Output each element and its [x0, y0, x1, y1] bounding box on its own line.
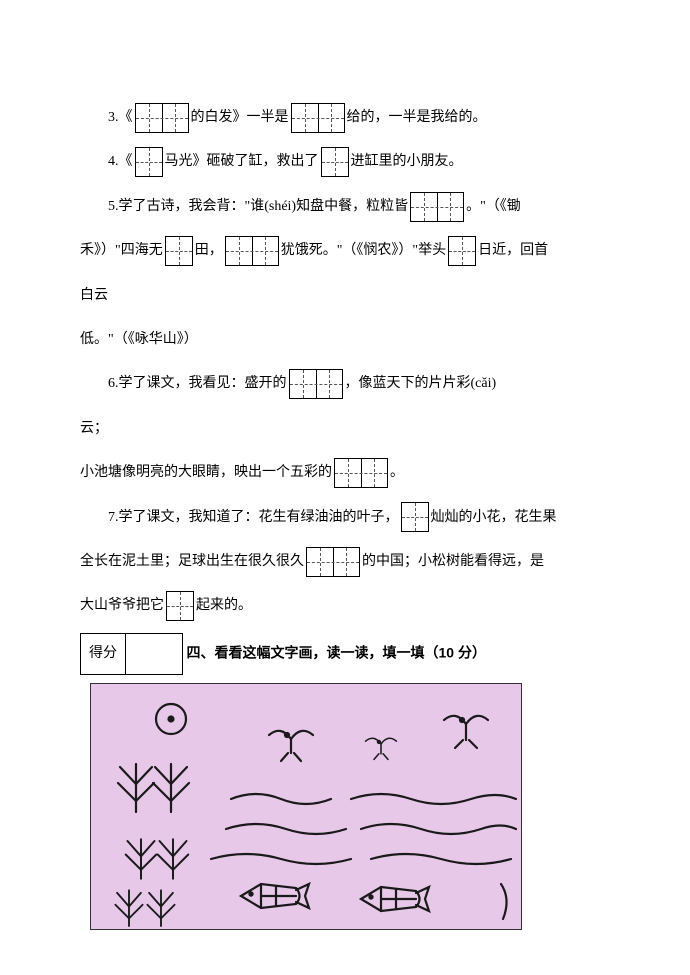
fill-box[interactable] — [135, 147, 163, 177]
q3-pre: 3.《 — [108, 110, 133, 125]
score-fill[interactable] — [126, 653, 182, 657]
fill-box[interactable] — [225, 236, 279, 266]
q7-mid1: 灿灿的小花，花生果 — [431, 510, 557, 525]
question-7-line2: 全长在泥土里；足球出生在很久很久 的中国；小松树能看得远，是 — [80, 544, 630, 580]
fill-box[interactable] — [334, 458, 388, 488]
q5-pre: 5.学了古诗，我会背："谁(shéi)知盘中餐，粒粒皆 — [108, 199, 408, 214]
q5-l2b: 田， — [195, 243, 223, 258]
q3-mid2: 给的，一半是我给的。 — [347, 110, 487, 125]
q7-l3a: 大山爷爷把它 — [80, 598, 164, 613]
fill-box[interactable] — [166, 591, 194, 621]
q6-mid1: ，像蓝天下的片片彩(cǎi) — [345, 376, 497, 391]
q5-l2d: 日近，回首 — [478, 243, 548, 258]
fill-box[interactable] — [291, 103, 345, 133]
fill-box[interactable] — [135, 103, 189, 133]
question-7-line3: 大山爷爷把它 起来的。 — [80, 588, 630, 624]
q5-l3a: 白云 — [80, 288, 108, 303]
section-4-header: 得分 四、看看这幅文字画，读一读，填一填（10 分） — [80, 633, 630, 675]
q7-l2a: 全长在泥土里；足球出生在很久很久 — [80, 554, 304, 569]
question-6-line1: 6.学了课文，我看见：盛开的 ，像蓝天下的片片彩(cǎi) — [80, 366, 630, 402]
score-box[interactable]: 得分 — [80, 633, 183, 675]
question-4: 4.《 马光》砸破了缸，救出了 进缸里的小朋友。 — [80, 144, 630, 180]
q6-l2a: 小池塘像明亮的大眼睛，映出一个五彩的 — [80, 465, 332, 480]
question-7-line1: 7.学了课文，我知道了：花生有绿油油的叶子， 灿灿的小花，花生果 — [80, 500, 630, 536]
fill-box[interactable] — [165, 236, 193, 266]
fill-box[interactable] — [306, 547, 360, 577]
q6-l2b: 。 — [390, 465, 404, 480]
fill-box[interactable] — [401, 502, 429, 532]
question-5-line2: 禾》）"四海无 田， 犹饿死。"（《悯农》）"举头 日近，回首 — [80, 233, 630, 269]
fill-box[interactable] — [448, 236, 476, 266]
q7-l2b: 的中国；小松树能看得远，是 — [362, 554, 544, 569]
q5-l2a: 禾》）"四海无 — [80, 243, 163, 258]
question-3: 3.《 的白发》一半是 给的，一半是我给的。 — [80, 100, 630, 136]
q7-l3b: 起来的。 — [196, 598, 252, 613]
question-5-line3b: 低。"（《咏华山》） — [80, 322, 630, 358]
q4-pre: 4.《 — [108, 154, 133, 169]
score-label: 得分 — [81, 634, 126, 674]
q4-mid2: 进缸里的小朋友。 — [351, 154, 463, 169]
section-4-title: 四、看看这幅文字画，读一读，填一填（10 分） — [187, 644, 486, 660]
q6-pre: 6.学了课文，我看见：盛开的 — [108, 376, 287, 391]
fill-box[interactable] — [289, 369, 343, 399]
q5-end1: 。"（《锄 — [466, 199, 521, 214]
pictograph-svg — [91, 684, 521, 929]
fill-box[interactable] — [321, 147, 349, 177]
question-5-line1: 5.学了古诗，我会背："谁(shéi)知盘中餐，粒粒皆 。"（《锄 — [80, 189, 630, 225]
question-6-line1b: 云； — [80, 411, 630, 447]
pictograph-image — [90, 683, 522, 930]
q5-l2c: 犹饿死。"（《悯农》）"举头 — [281, 243, 446, 258]
q7-pre: 7.学了课文，我知道了：花生有绿油油的叶子， — [108, 510, 399, 525]
exam-page: 3.《 的白发》一半是 给的，一半是我给的。 4.《 马光》砸破了缸，救出了 进缸里的小… — [0, 0, 690, 970]
q3-mid1: 的白发》一半是 — [191, 110, 289, 125]
question-5-line3a: 白云 — [80, 278, 630, 314]
question-6-line2: 小池塘像明亮的大眼睛，映出一个五彩的 。 — [80, 455, 630, 491]
fill-box[interactable] — [410, 192, 464, 222]
q4-mid1: 马光》砸破了缸，救出了 — [165, 154, 319, 169]
q6-end1: 云； — [80, 421, 108, 436]
q5-l3b: 低。"（《咏华山》） — [80, 332, 198, 347]
